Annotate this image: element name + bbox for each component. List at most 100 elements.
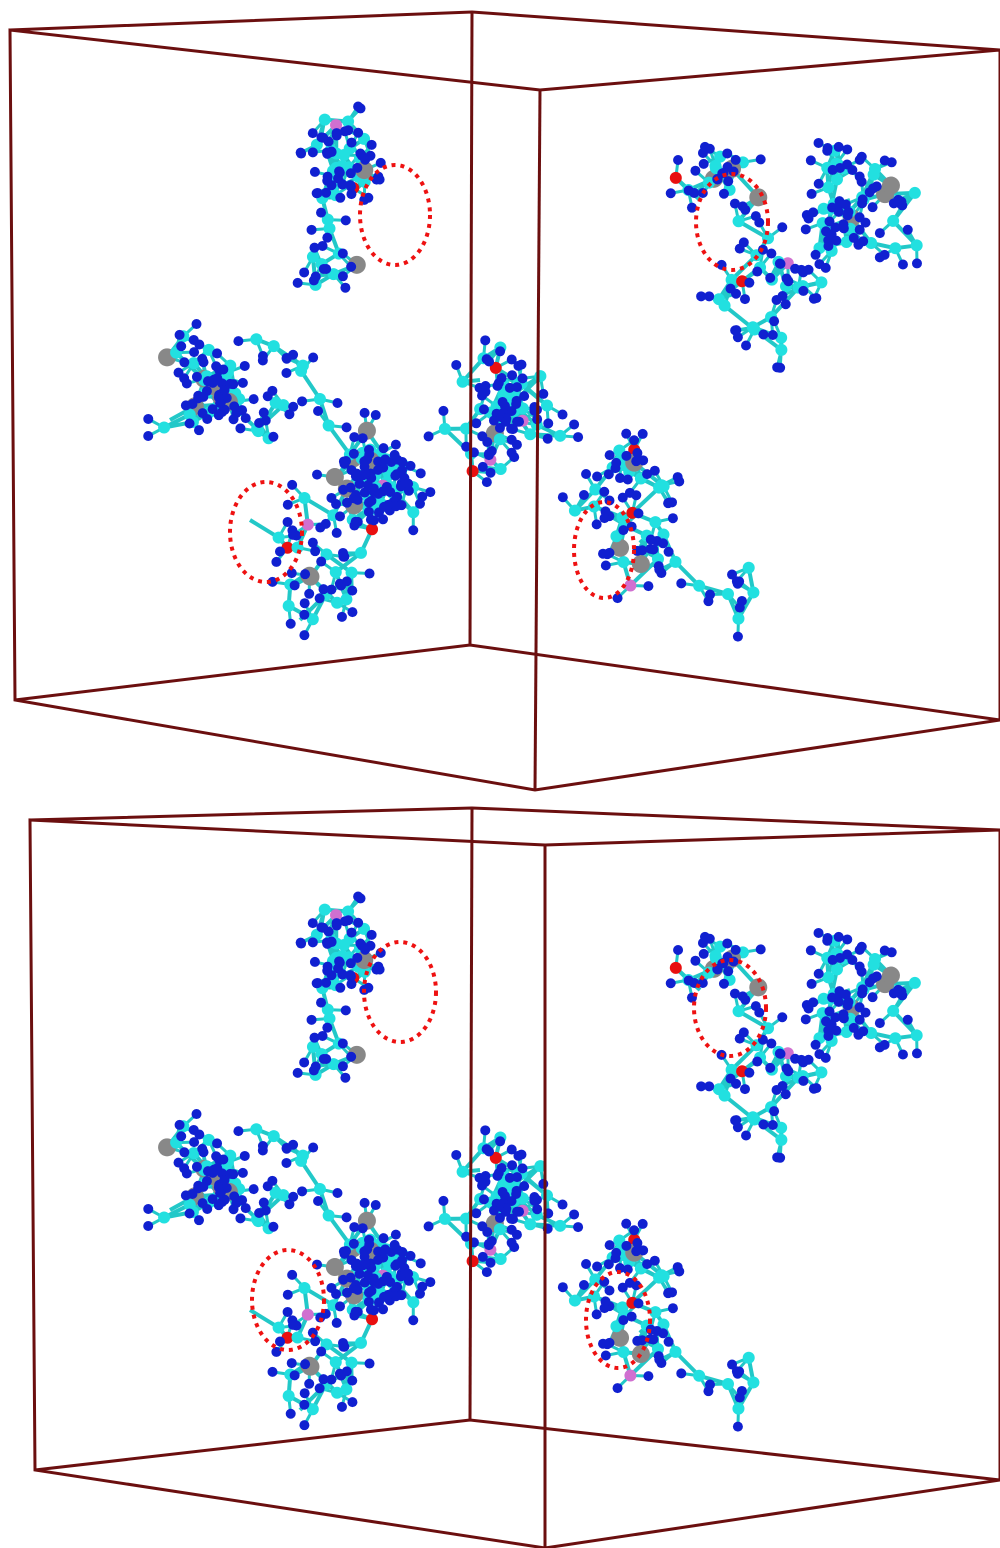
atom [355,1269,365,1279]
atom [241,1203,251,1213]
atom [415,1289,425,1299]
atom [332,528,342,538]
atom [338,1061,348,1071]
atom [501,1207,511,1217]
atom [335,168,345,178]
atom [353,128,363,138]
atom [494,433,506,445]
atom [700,142,710,152]
atom [438,1196,448,1206]
atom [855,1015,865,1025]
atom [192,372,202,382]
atom [403,479,413,489]
atom [281,1158,291,1168]
atom [605,450,615,460]
atom [408,525,418,535]
atom [286,619,296,629]
atom [310,546,320,556]
atom [268,432,278,442]
atom [868,992,878,1002]
atom [338,248,348,258]
atom [366,1286,376,1296]
atom [367,140,377,150]
atom [439,423,451,435]
atom [189,1137,199,1147]
atom [362,454,372,464]
atom [811,1040,821,1050]
atom [310,167,320,177]
atom [719,1090,731,1102]
atom [322,966,332,976]
atom [143,414,153,424]
atom [467,1255,479,1267]
atom [599,487,609,497]
atom [500,1191,510,1201]
atom [656,479,668,491]
atom [355,479,365,489]
atom [737,1386,747,1396]
atom [238,1168,248,1178]
atom [554,1220,566,1232]
atom [855,225,865,235]
atom [349,1311,359,1321]
atom [769,1106,779,1116]
atom [337,179,347,189]
atom [318,133,328,143]
atom [299,610,309,620]
atom [471,418,481,428]
atom [212,1163,222,1173]
atom [744,1068,754,1078]
atom [509,1242,519,1252]
atom [768,1120,778,1130]
atom [355,547,367,559]
atom [312,188,322,198]
atom [312,978,322,988]
atom [569,1295,581,1307]
atom [202,1204,212,1214]
atom [726,284,736,294]
atom [337,1402,347,1412]
atom [668,513,678,523]
atom [489,1206,499,1216]
atom [293,278,303,288]
atom [324,1012,336,1024]
atom [316,1347,326,1357]
atom [511,399,521,409]
atom [218,1154,228,1164]
atom [495,1253,507,1265]
atom [397,1290,407,1300]
atom [756,944,766,954]
atom [911,239,923,251]
atom [360,488,370,498]
atom [735,1034,745,1044]
atom [353,101,363,111]
atom [524,428,536,440]
atom [425,1277,435,1287]
atom [722,588,734,600]
atom [909,187,921,199]
atom [313,406,323,416]
atom [831,1026,841,1036]
atom [319,264,329,274]
atom [267,1367,277,1377]
atom [618,556,630,568]
ring-highlight [360,165,430,265]
atom [299,630,309,640]
atom [358,1223,368,1233]
atom [316,208,326,218]
atom [569,419,579,429]
atom [375,175,385,185]
atom [212,373,222,383]
atom [505,1173,515,1183]
atom [889,1032,901,1044]
atom [233,336,243,346]
atom [627,1312,637,1322]
atom [814,138,824,148]
atom [743,1352,755,1364]
atom [416,468,426,478]
atom [623,474,633,484]
atom [834,932,844,942]
atom [480,387,490,397]
atom [179,373,189,383]
atom [323,420,335,432]
